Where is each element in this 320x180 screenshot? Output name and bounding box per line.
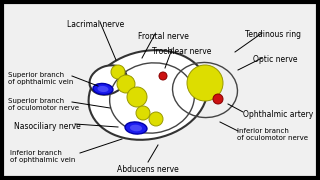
Text: Abducens nerve: Abducens nerve (117, 165, 179, 174)
Ellipse shape (125, 122, 147, 134)
Text: Trochlear nerve: Trochlear nerve (152, 47, 212, 56)
Ellipse shape (89, 50, 207, 140)
Ellipse shape (98, 86, 108, 92)
Circle shape (149, 112, 163, 126)
Text: Lacrimal nerve: Lacrimal nerve (67, 20, 124, 29)
Circle shape (187, 65, 223, 101)
Text: Inferior branch
of oculomotor nerve: Inferior branch of oculomotor nerve (237, 128, 308, 141)
Text: Superior branch
of ophthalmic vein: Superior branch of ophthalmic vein (8, 72, 73, 85)
Text: Ophthalmic artery: Ophthalmic artery (243, 110, 313, 119)
Text: Optic nerve: Optic nerve (253, 55, 298, 64)
Text: Frontal nerve: Frontal nerve (138, 32, 189, 41)
Ellipse shape (93, 84, 113, 95)
Circle shape (127, 87, 147, 107)
Text: Superior branch
of oculomotor nerve: Superior branch of oculomotor nerve (8, 98, 79, 111)
Text: Tendinous ring: Tendinous ring (245, 30, 301, 39)
Ellipse shape (90, 65, 126, 95)
Circle shape (213, 94, 223, 104)
Ellipse shape (130, 125, 142, 131)
Text: Inferior branch
of ophthalmic vein: Inferior branch of ophthalmic vein (10, 150, 76, 163)
Circle shape (111, 65, 125, 79)
Circle shape (159, 72, 167, 80)
Text: Nasociliary nerve: Nasociliary nerve (14, 122, 81, 131)
Circle shape (136, 106, 150, 120)
Circle shape (117, 75, 135, 93)
